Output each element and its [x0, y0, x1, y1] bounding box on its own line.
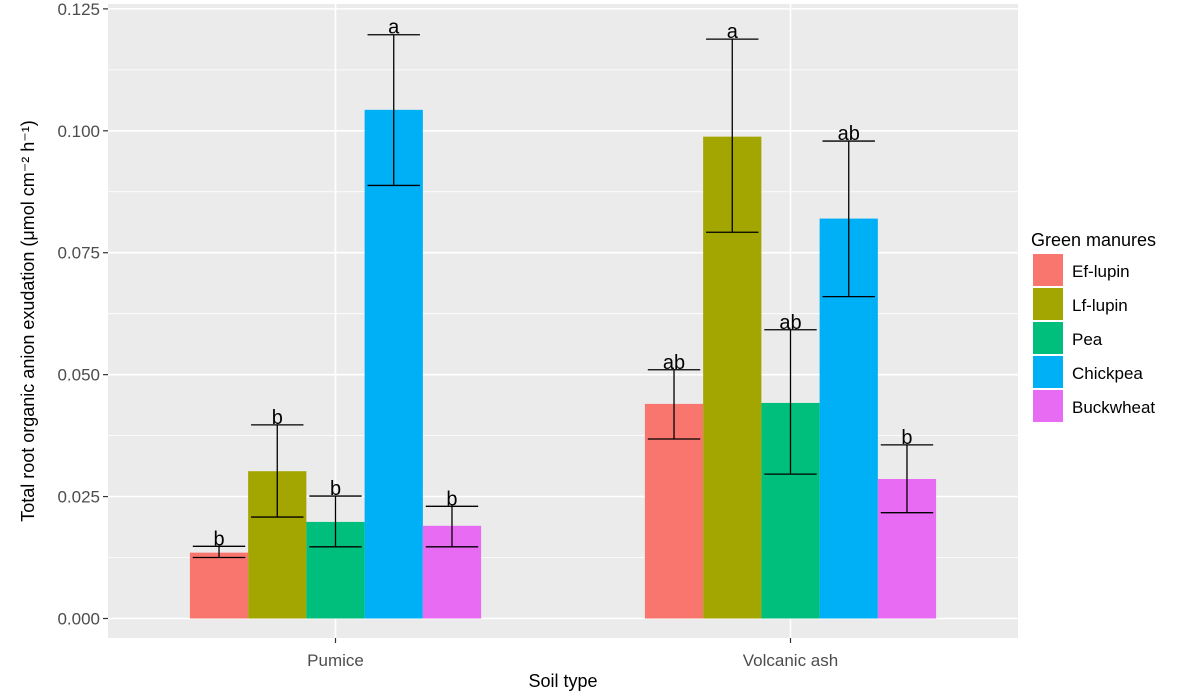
- significance-letter: ab: [779, 312, 801, 334]
- legend-label: Pea: [1072, 330, 1103, 349]
- significance-letter: b: [446, 488, 457, 510]
- significance-letter: a: [727, 21, 739, 43]
- y-tick-label: 0.025: [57, 488, 100, 507]
- legend-key: [1033, 390, 1063, 422]
- legend-key: [1033, 322, 1063, 354]
- bar: [189, 552, 249, 619]
- significance-letter: ab: [838, 123, 860, 145]
- legend: Green manures Ef-lupin Lf-lupin Pea Chickpe…: [1031, 230, 1156, 422]
- legend-label: Buckwheat: [1072, 398, 1155, 417]
- y-tick-label: 0.125: [57, 0, 100, 19]
- significance-letter: ab: [663, 352, 685, 374]
- x-tick-label: Volcanic ash: [743, 651, 838, 670]
- legend-label: Chickpea: [1072, 364, 1143, 383]
- x-tick-label: Pumice: [307, 651, 364, 670]
- y-axis-title: Total root organic anion exudation (μmol…: [18, 120, 38, 522]
- legend-key: [1033, 254, 1063, 286]
- significance-letter: b: [901, 427, 912, 449]
- y-tick-label: 0.000: [57, 609, 100, 628]
- bar: [644, 403, 704, 619]
- y-tick-label: 0.100: [57, 122, 100, 141]
- y-tick-label: 0.050: [57, 366, 100, 385]
- significance-letter: a: [388, 17, 400, 39]
- legend-key: [1033, 288, 1063, 320]
- legend-label: Lf-lupin: [1072, 296, 1128, 315]
- axes: 0.000 0.025 0.050 0.075 0.100 0.125 Pumice Volc…: [57, 0, 838, 670]
- y-tick-label: 0.075: [57, 244, 100, 263]
- significance-letter: b: [330, 478, 341, 500]
- x-axis-title: Soil type: [528, 671, 597, 691]
- legend-label: Ef-lupin: [1072, 262, 1130, 281]
- bar: [364, 109, 423, 619]
- error-bars: [192, 34, 934, 559]
- significance-letter: b: [272, 407, 283, 429]
- legend-title: Green manures: [1031, 230, 1156, 250]
- legend-key: [1033, 356, 1063, 388]
- significance-letter: b: [213, 528, 224, 550]
